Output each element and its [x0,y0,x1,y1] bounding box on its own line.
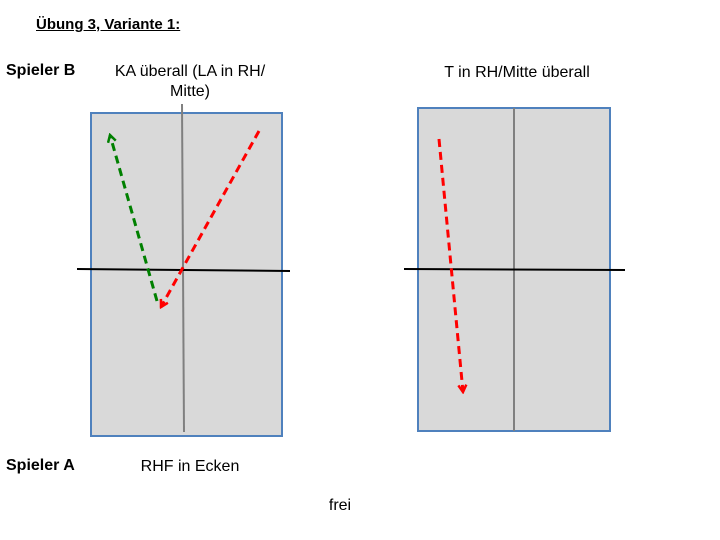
right-table-net [403,268,626,271]
footer-note: frei [328,497,352,514]
player-b-label: Spieler B [6,62,76,79]
left-table-net [76,268,291,272]
left-table-red-arrow [161,130,261,307]
left-table-bottom-caption: RHF in Ecken [140,458,240,475]
player-a-label: Spieler A [6,457,75,474]
left-table [76,103,291,437]
right-table-red-arrow [437,138,463,392]
exercise-title: Übung 3, Variante 1: [36,16,181,33]
left-table-top-caption: KA überall (LA in RH/ Mitte) [114,63,266,100]
right-table [403,107,626,432]
left-table-green-arrow [110,135,159,302]
right-table-top-caption: T in RH/Mitte überall [444,64,590,81]
left-table-surface [90,112,283,437]
